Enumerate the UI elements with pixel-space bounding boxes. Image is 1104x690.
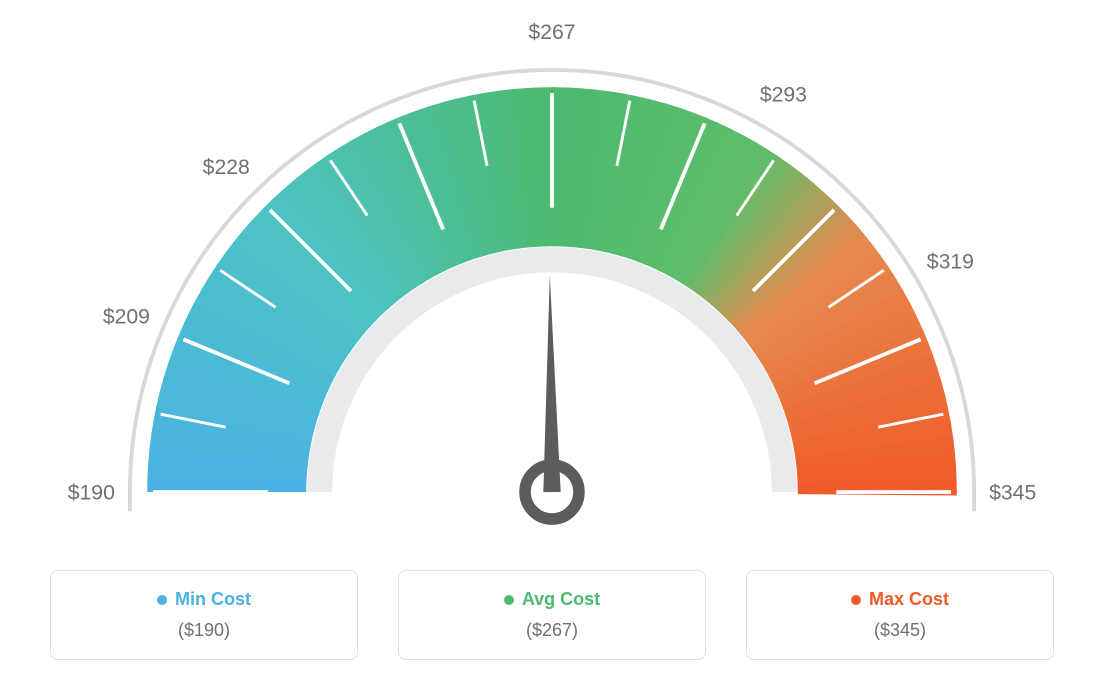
legend-avg-value: ($267) <box>526 620 578 641</box>
legend-min-label: Min Cost <box>175 589 251 610</box>
legend-max-top: Max Cost <box>851 589 949 610</box>
gauge-svg: $190 $209 $228 $267 $293 $319 $345 <box>20 20 1084 540</box>
dot-icon <box>851 595 861 605</box>
legend-card-avg: Avg Cost ($267) <box>398 570 706 660</box>
tick-label: $267 <box>528 21 575 44</box>
cost-gauge-chart: $190 $209 $228 $267 $293 $319 $345 Min Cost ($… <box>20 20 1084 660</box>
legend-max-value: ($345) <box>874 620 926 641</box>
tick-label: $319 <box>927 250 974 273</box>
legend-min-value: ($190) <box>178 620 230 641</box>
tick-label: $209 <box>103 305 150 328</box>
legend-avg-top: Avg Cost <box>504 589 600 610</box>
tick-label: $345 <box>989 482 1036 505</box>
legend-row: Min Cost ($190) Avg Cost ($267) Max Cost… <box>20 570 1084 660</box>
dot-icon <box>157 595 167 605</box>
tick-label: $190 <box>68 482 115 505</box>
legend-min-top: Min Cost <box>157 589 251 610</box>
dot-icon <box>504 595 514 605</box>
legend-max-label: Max Cost <box>869 589 949 610</box>
legend-card-min: Min Cost ($190) <box>50 570 358 660</box>
tick-label: $293 <box>760 83 807 106</box>
legend-card-max: Max Cost ($345) <box>746 570 1054 660</box>
legend-avg-label: Avg Cost <box>522 589 600 610</box>
tick-label: $228 <box>203 156 250 179</box>
